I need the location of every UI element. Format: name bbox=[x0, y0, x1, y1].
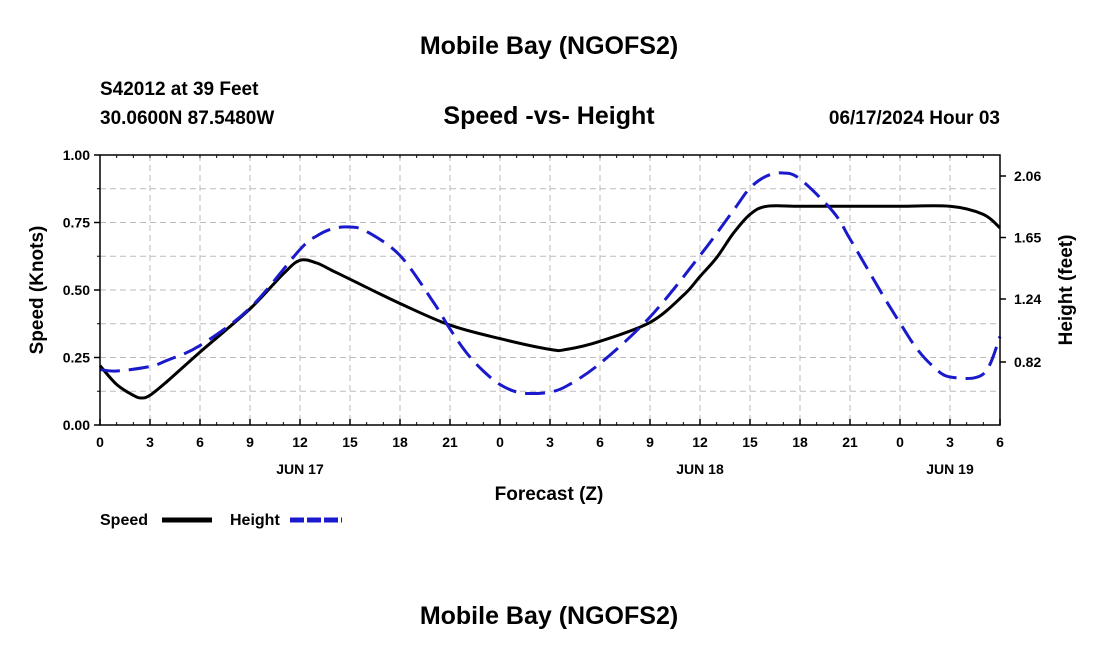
x-tick-label: 12 bbox=[692, 434, 708, 450]
x-tick-label: 12 bbox=[292, 434, 308, 450]
y-tick-label: 0.25 bbox=[63, 350, 90, 366]
x-axis-label: Forecast (Z) bbox=[495, 484, 604, 505]
y2-tick-label: 2.06 bbox=[1014, 168, 1041, 184]
x-tick-label: 15 bbox=[342, 434, 358, 450]
date-label: JUN 18 bbox=[676, 461, 724, 477]
grid-lines bbox=[99, 154, 1001, 426]
series-height-line bbox=[99, 171, 1002, 395]
x-tick-label: 0 bbox=[896, 434, 904, 450]
x-tick-label: 3 bbox=[546, 434, 554, 450]
y2-tick-label: 1.65 bbox=[1014, 230, 1041, 246]
x-tick-label: 0 bbox=[96, 434, 104, 450]
y-tick-label: 0.50 bbox=[63, 282, 90, 298]
x-tick-label: 18 bbox=[392, 434, 408, 450]
y-tick-label: 0.75 bbox=[63, 215, 90, 231]
legend-height-label: Height bbox=[230, 512, 280, 529]
x-tick-label: 9 bbox=[246, 434, 254, 450]
y2-axis-label: Height (feet) bbox=[1056, 235, 1077, 346]
x-tick-label: 6 bbox=[596, 434, 604, 450]
x-tick-label: 3 bbox=[146, 434, 154, 450]
station-label: S42012 at 39 Feet bbox=[100, 79, 259, 100]
date-label: JUN 19 bbox=[926, 461, 974, 477]
datetime-label: 06/17/2024 Hour 03 bbox=[829, 108, 1000, 129]
x-tick-label: 15 bbox=[742, 434, 758, 450]
x-tick-label: 18 bbox=[792, 434, 808, 450]
chart-title: Mobile Bay (NGOFS2) bbox=[420, 32, 678, 60]
x-tick-label: 9 bbox=[646, 434, 654, 450]
coords-label: 30.0600N 87.5480W bbox=[100, 108, 274, 129]
axis-ticks: 0 3 6 9 12 15 18 21 0 3 6 9 12 15 18 21 0 3 6 JUN 17 JUN 18 J… bbox=[63, 147, 1042, 477]
plot-subtitle: Speed -vs- Height bbox=[443, 102, 655, 130]
date-label: JUN 17 bbox=[276, 461, 324, 477]
y-tick-label: 1.00 bbox=[63, 147, 90, 163]
x-tick-label: 6 bbox=[196, 434, 204, 450]
legend-speed-label: Speed bbox=[100, 512, 148, 529]
x-tick-label: 3 bbox=[946, 434, 954, 450]
x-tick-label: 21 bbox=[842, 434, 858, 450]
y2-tick-label: 1.24 bbox=[1014, 291, 1041, 307]
x-tick-label: 6 bbox=[996, 434, 1004, 450]
x-tick-label: 21 bbox=[442, 434, 458, 450]
footer-title: Mobile Bay (NGOFS2) bbox=[420, 602, 678, 630]
y-axis-label: Speed (Knots) bbox=[27, 226, 48, 355]
x-tick-label: 0 bbox=[496, 434, 504, 450]
y-tick-label: 0.00 bbox=[63, 417, 90, 433]
legend: Speed Height bbox=[100, 512, 342, 529]
y2-tick-label: 0.82 bbox=[1014, 354, 1041, 370]
series-speed-line bbox=[98, 204, 1001, 400]
series-lines bbox=[98, 171, 1002, 400]
